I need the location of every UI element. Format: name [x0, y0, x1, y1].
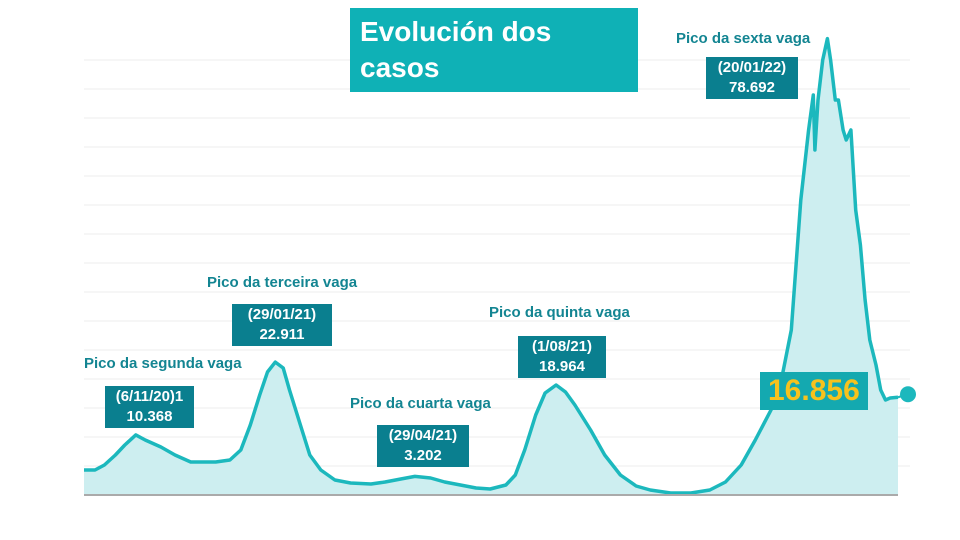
annotation-box-3: (29/01/21) 22.911 — [232, 304, 332, 346]
annotation-box-4: (29/04/21) 3.202 — [377, 425, 469, 467]
annotation-title-3: Pico da terceira vaga — [207, 274, 358, 291]
annotation-date: (29/04/21) — [388, 427, 458, 444]
annotation-value: 3.202 — [404, 447, 442, 464]
annotation-date: (6/11/20)1 — [115, 388, 184, 405]
current-value-label: 16.856 — [760, 372, 868, 410]
annotation-value: 78.692 — [729, 79, 775, 96]
annotation-box-6: (20/01/22) 78.692 — [706, 57, 798, 99]
annotation-value: 22.911 — [259, 326, 305, 343]
annotation-date: (20/01/22) — [717, 59, 787, 76]
annotation-value: 18.964 — [539, 358, 585, 375]
annotation-date: (29/01/21) — [247, 306, 317, 323]
annotation-box-2: (6/11/20)1 10.368 — [105, 386, 194, 428]
chart-title: Evolución dos casos activos en Galicia — [350, 8, 638, 119]
title-line-1: Evolución dos casos — [360, 16, 552, 83]
annotation-title-2: Pico da segunda vaga — [84, 355, 242, 372]
annotation-title-4: Pico da cuarta vaga — [350, 395, 491, 412]
area-fill — [84, 38, 898, 495]
annotation-date: (1/08/21) — [531, 338, 593, 355]
title-line-2: activos en Galicia — [360, 88, 597, 119]
series-line — [84, 36, 899, 495]
current-value-dot — [900, 386, 916, 403]
annotation-title-5: Pico da quinta vaga — [489, 304, 630, 321]
annotation-title-6: Pico da sexta vaga — [676, 30, 811, 47]
annotation-value: 10.368 — [126, 408, 173, 425]
annotation-box-5: (1/08/21) 18.964 — [518, 336, 606, 378]
